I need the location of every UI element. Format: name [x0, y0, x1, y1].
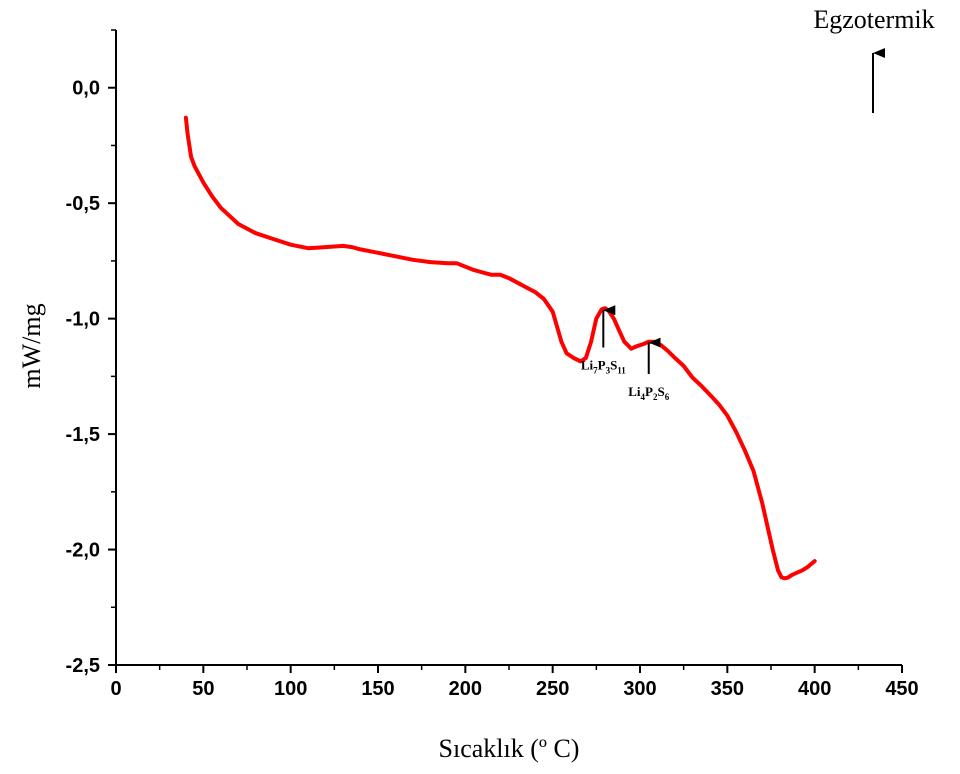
y-tick-label: -1,0 — [66, 309, 100, 331]
x-axis-title: Sıcaklık (º C) — [439, 734, 580, 763]
y-axis-title: mW/mg — [17, 303, 46, 388]
x-tick-label: 150 — [361, 678, 394, 700]
x-tick-label: 400 — [798, 678, 831, 700]
y-tick-label: -2,0 — [66, 540, 100, 562]
y-tick-label: -0,5 — [66, 193, 100, 215]
x-tick-label: 100 — [274, 678, 307, 700]
x-tick-label: 300 — [623, 678, 656, 700]
x-tick-label: 0 — [110, 678, 121, 700]
plot-layer — [183, 115, 817, 581]
peak-label: Li4P2S6 — [628, 384, 669, 402]
peak-label: Li7P3S11 — [581, 358, 626, 376]
x-tick-label: 250 — [536, 678, 569, 700]
x-tick-label: 350 — [711, 678, 744, 700]
exothermic-label: Egzotermik — [813, 5, 934, 34]
dsc-curve — [183, 115, 817, 581]
x-tick-label: 450 — [885, 678, 918, 700]
x-tick-label: 200 — [449, 678, 482, 700]
x-tick-label: 50 — [192, 678, 214, 700]
y-tick-label: -2,5 — [66, 655, 100, 677]
y-tick-label: -1,5 — [66, 424, 100, 446]
y-tick-label: 0,0 — [72, 78, 100, 100]
axes-layer: 0 50 100 150 200 250 300 350 400 450 0,0 -0,5 -1,0 -1… — [66, 29, 919, 700]
